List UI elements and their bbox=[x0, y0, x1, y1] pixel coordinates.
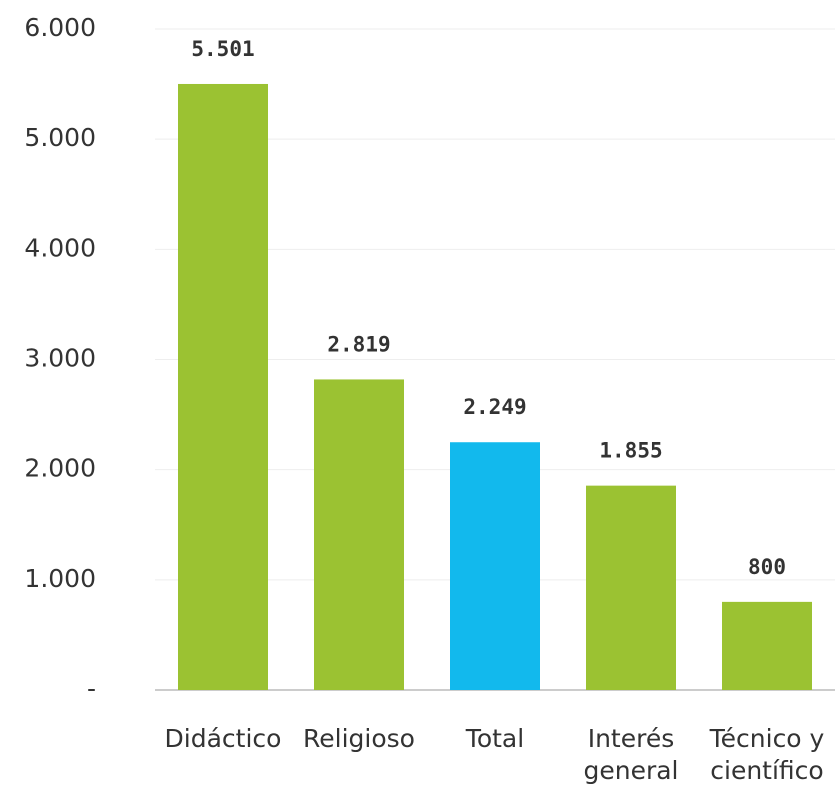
y-tick-label: - bbox=[87, 674, 96, 703]
value-label: 1.855 bbox=[599, 439, 662, 463]
bar bbox=[450, 442, 540, 690]
x-tick-label: Didáctico bbox=[165, 724, 282, 753]
x-tick-line: Interés bbox=[588, 724, 675, 753]
x-tick-line: Religioso bbox=[303, 724, 415, 753]
y-tick-label: 4.000 bbox=[24, 233, 96, 262]
value-label: 5.501 bbox=[191, 37, 254, 61]
x-tick-line: general bbox=[583, 756, 678, 785]
y-tick-label: 1.000 bbox=[24, 564, 96, 593]
bar bbox=[586, 485, 676, 690]
value-label: 2.819 bbox=[327, 332, 390, 356]
x-tick-label: Religioso bbox=[303, 724, 415, 753]
x-tick-label: Técnico y científico bbox=[709, 724, 825, 785]
bar bbox=[178, 83, 268, 691]
x-tick-line: Total bbox=[465, 724, 524, 753]
bar bbox=[722, 601, 812, 690]
x-tick-line: científico bbox=[710, 756, 823, 785]
y-tick-label: 6.000 bbox=[24, 13, 96, 42]
x-tick-line: Didáctico bbox=[165, 724, 282, 753]
y-tick-label: 3.000 bbox=[24, 344, 96, 373]
y-tick-label: 2.000 bbox=[24, 454, 96, 483]
value-label: 2.249 bbox=[463, 395, 526, 419]
bar bbox=[314, 379, 404, 690]
x-tick-label: Total bbox=[465, 724, 524, 753]
x-tick-line: Técnico y bbox=[709, 724, 825, 753]
y-tick-label: 5.000 bbox=[24, 123, 96, 152]
x-tick-label: Interés general bbox=[583, 724, 678, 785]
value-label: 800 bbox=[748, 555, 786, 579]
